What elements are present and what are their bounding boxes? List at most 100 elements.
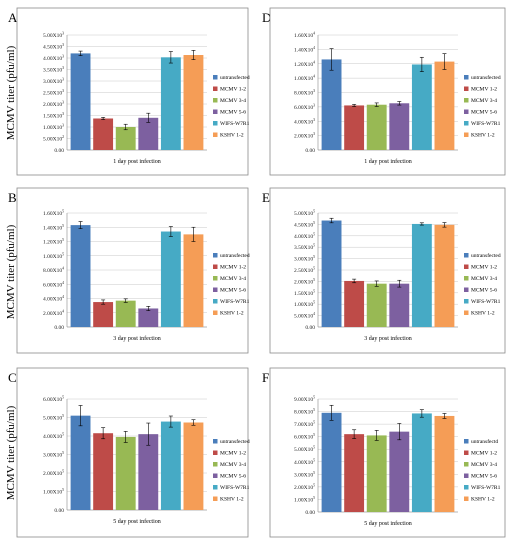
x-axis-label: 3 day post infection [364,335,412,342]
bar-kshv-1-2 [434,224,455,327]
legend-label: KSHV 1-2 [471,497,495,503]
bar-mcmv-3-4 [115,300,136,327]
y-tick-label: 2.00X103 [43,101,64,109]
y-tick-label: 3.50X105 [294,244,315,252]
y-tick-label: 4.00X105 [43,433,64,441]
y-tick-label: 0.00 [54,508,64,514]
y-tick-label: 0.00 [305,148,315,154]
legend-label: MCMV 1-2 [471,87,497,93]
bar-untransfected [321,59,342,150]
y-tick-label: 5.00X103 [43,32,64,40]
legend-label: KSHV 1-2 [220,311,244,317]
y-tick-label: 6.00X104 [43,281,64,289]
legend-label: untransfectd [471,438,498,445]
y-tick-label: 6.00X105 [43,396,64,404]
bar-mcmv-3-4 [115,127,136,150]
bar-mcmv-5-6 [138,308,159,327]
legend-swatch [213,86,218,91]
legend-label: MCMV 3-4 [220,276,246,282]
y-tick-label: 5.00X104 [294,312,315,320]
legend-swatch [464,132,469,137]
y-axis-title: MCMV titer (pfu/ml) [5,405,17,500]
legend-swatch [464,473,469,478]
legend-label: MCMV 3-4 [220,98,246,104]
y-tick-label: 4.50X103 [43,43,64,51]
legend-swatch [213,485,218,490]
y-tick-label: 5.00X105 [294,210,315,218]
panel-letter: D [262,10,271,25]
legend-swatch [213,450,218,455]
bar-kshv-1-2 [434,61,455,150]
bar-wifs-w7r1 [160,421,181,510]
legend-label: WIFS-W7R1 [471,485,501,491]
y-tick-label: 1.60X105 [43,210,64,218]
legend-swatch [213,439,218,444]
legend-swatch [464,299,469,304]
y-tick-label: 3.00X105 [43,451,64,459]
legend-swatch [464,264,469,269]
x-axis-label: 3 day post infection [113,335,161,342]
y-tick-label: 1.00X105 [43,252,64,260]
legend-swatch [213,121,218,126]
bar-mcmv-1-2 [93,118,114,150]
legend-label: WIFS-W7R1 [471,299,501,305]
bar-kshv-1-2 [434,415,455,512]
bar-kshv-1-2 [183,55,204,151]
legend-swatch [464,287,469,292]
y-tick-label: 3.00X103 [43,78,64,86]
legend-swatch [464,253,469,258]
legend-label: untransfected [220,438,250,445]
bar-mcmv-3-4 [366,104,387,150]
legend-label: MCMV 3-4 [471,276,497,282]
legend-swatch [213,473,218,478]
legend-label: MCMV 1-2 [220,87,246,93]
legend-label: MCMV 3-4 [220,462,246,468]
bar-mcmv-1-2 [93,433,114,510]
bar-untransfected [70,225,91,327]
bar-untransfected [70,415,91,510]
bar-mcmv-3-4 [366,435,387,512]
legend-label: MCMV 5-6 [220,110,246,116]
legend-label: MCMV 5-6 [471,288,497,294]
legend-label: MCMV 1-2 [220,451,246,457]
chart-frame [269,367,506,538]
chart-panel-c: C 0.00 1.00X105 2.00X105 3.00X105 4.00X105 5.0… [8,367,250,538]
y-tick-label: 4.00X105 [294,458,315,466]
legend-swatch [213,310,218,315]
legend-label: KSHV 1-2 [471,311,495,317]
legend-label: WIFS-W7R1 [220,299,250,305]
bar-mcmv-3-4 [366,283,387,327]
legend-label: MCMV 1-2 [220,265,246,271]
bar-wifs-w7r1 [411,413,432,512]
legend-swatch [213,132,218,137]
bar-wifs-w7r1 [411,64,432,150]
bar-mcmv-5-6 [389,431,410,512]
legend-swatch [464,98,469,103]
legend-swatch [213,287,218,292]
y-tick-label: 1.00X105 [294,301,315,309]
legend-label: MCMV 5-6 [471,110,497,116]
y-tick-label: 0.00 [54,148,64,154]
panel-letter: C [8,370,17,385]
y-tick-label: 1.00X105 [294,496,315,504]
chart-panel-d: D 0.00 2.00X103 4.00X103 6.00X103 8.00X103 1.0… [262,7,506,176]
legend-swatch [464,86,469,91]
bar-mcmv-5-6 [389,103,410,150]
chart-panel-a: A 0.00 5.00X102 1.00X103 1.50X103 2.00X103 2.5… [8,7,250,176]
y-axis-title: MCMV titer (pfu/ml) [5,45,17,140]
x-axis-label: 1 day post infection [113,158,161,165]
bar-wifs-w7r1 [160,231,181,327]
legend-label: MCMV 5-6 [220,288,246,294]
legend-label: MCMV 1-2 [471,265,497,271]
y-tick-label: 3.00X105 [294,471,315,479]
y-tick-label: 3.50X103 [43,66,64,74]
y-tick-label: 1.00X105 [43,488,64,496]
y-tick-label: 5.00X102 [43,135,64,143]
legend-swatch [213,496,218,501]
bar-mcmv-1-2 [93,302,114,327]
panel-letter: F [262,370,269,385]
legend-label: MCMV 3-4 [471,98,497,104]
y-tick-label: 1.20X104 [294,60,315,68]
y-tick-label: 8.00X105 [294,408,315,416]
y-tick-label: 4.00X105 [294,232,315,240]
